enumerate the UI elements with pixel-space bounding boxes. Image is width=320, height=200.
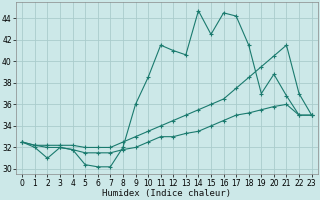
X-axis label: Humidex (Indice chaleur): Humidex (Indice chaleur) — [102, 189, 231, 198]
